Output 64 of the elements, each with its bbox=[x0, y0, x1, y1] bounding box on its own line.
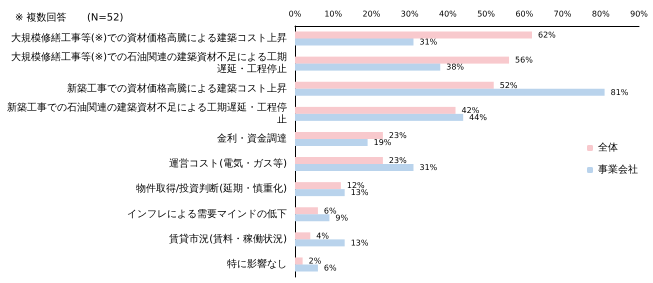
bar bbox=[295, 106, 456, 114]
bar bbox=[295, 64, 440, 71]
y-tick-label: 大規模修繕工事等(※)での資材価格高騰による建築コスト上昇 bbox=[10, 32, 287, 44]
data-label: 9% bbox=[335, 213, 348, 222]
y-tick-label: 賃貸市況(賃料・稼働状況) bbox=[169, 232, 288, 245]
data-label: 42% bbox=[462, 106, 480, 115]
bar bbox=[295, 82, 494, 89]
data-label: 13% bbox=[350, 188, 369, 198]
x-tick-label: 40% bbox=[439, 10, 458, 18]
data-label: 44% bbox=[469, 112, 488, 122]
data-label: 6% bbox=[324, 263, 338, 272]
x-tick-label: 80% bbox=[592, 10, 610, 18]
bar bbox=[295, 257, 303, 264]
bar bbox=[295, 38, 414, 46]
data-label: 31% bbox=[419, 38, 438, 47]
data-label: 4% bbox=[316, 231, 330, 240]
data-label: 23% bbox=[388, 130, 408, 140]
bar bbox=[295, 239, 345, 246]
x-tick-label: 10% bbox=[324, 10, 343, 18]
bar bbox=[295, 264, 318, 272]
y-tick-label: 物件取得/投資判断(延期・慎重化) bbox=[136, 182, 288, 195]
text: (N=52) bbox=[87, 12, 124, 24]
y-tick-label: 新築工事での石油関連の建築資材不足による工期遅延・工程停止 bbox=[7, 101, 287, 126]
x-tick-label: 60% bbox=[515, 10, 534, 18]
bar bbox=[295, 88, 605, 96]
data-label: 6% bbox=[324, 206, 338, 216]
bar bbox=[295, 56, 510, 64]
y-tick-label: インフレによる需要マインドの低下 bbox=[127, 208, 287, 220]
data-label: 23% bbox=[388, 156, 408, 166]
x-tick-label: 70% bbox=[554, 10, 572, 18]
bar bbox=[295, 132, 383, 139]
data-label: 19% bbox=[374, 138, 392, 147]
data-label: 13% bbox=[350, 238, 369, 248]
data-label: 2% bbox=[308, 256, 322, 266]
x-tick-label: 90% bbox=[630, 10, 648, 18]
data-label: 38% bbox=[446, 62, 464, 72]
y-tick-label: 特に影響なし bbox=[227, 258, 287, 270]
data-label: 62% bbox=[538, 30, 556, 40]
text: ※ 複数回答 bbox=[15, 12, 67, 24]
data-label: 81% bbox=[610, 88, 629, 97]
x-tick-label: 0% bbox=[288, 10, 302, 18]
bar bbox=[295, 138, 368, 146]
data-label: 31% bbox=[419, 163, 438, 172]
data-label: 52% bbox=[500, 80, 518, 90]
bar bbox=[295, 232, 310, 240]
bar bbox=[295, 207, 318, 214]
y-tick-label: 金利・資金調達 bbox=[217, 132, 287, 144]
y-tick-label: 新築工事での資材価格高騰による建築コスト上昇 bbox=[67, 82, 287, 94]
bar bbox=[295, 157, 383, 164]
data-label: 56% bbox=[515, 56, 534, 65]
bar bbox=[295, 214, 330, 222]
y-tick-label: 運営コスト(電気・ガス等) bbox=[169, 158, 288, 170]
x-tick-label: 30% bbox=[400, 10, 419, 18]
x-tick-label: 50% bbox=[477, 10, 496, 18]
legend-label: 事業会社 bbox=[598, 164, 638, 176]
legend-label: 全体 bbox=[598, 142, 618, 154]
bar bbox=[295, 164, 414, 172]
y-tick-label: 大規模修繕工事等(※)での石油関連の建築資材不足による工期遅延・工程停止 bbox=[10, 51, 287, 76]
x-tick-label: 20% bbox=[362, 10, 381, 18]
bar bbox=[295, 114, 464, 121]
bar bbox=[295, 189, 345, 196]
data-label: 12% bbox=[346, 181, 366, 190]
bar bbox=[295, 32, 532, 39]
bar bbox=[295, 182, 341, 190]
